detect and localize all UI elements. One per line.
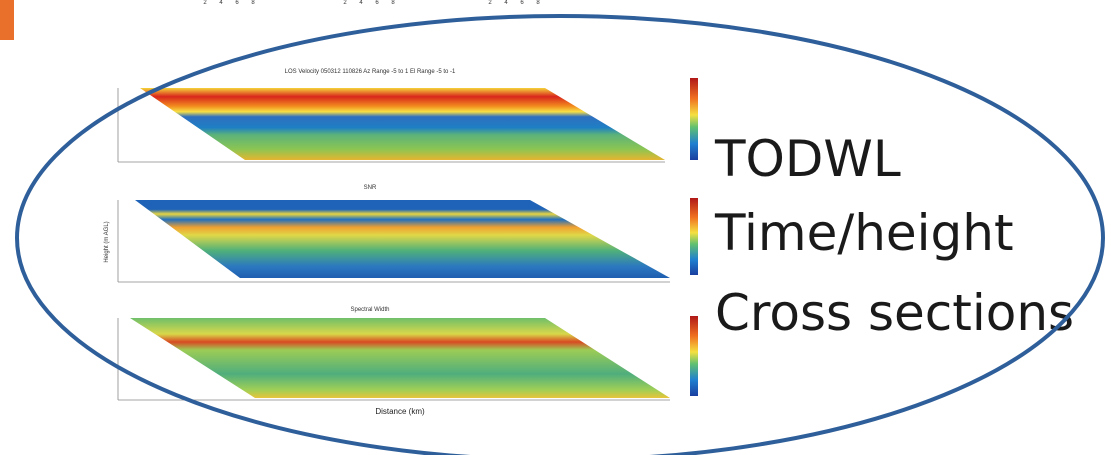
- spectral-width-cross-section: [130, 318, 670, 398]
- highlight-ellipse: [15, 14, 1105, 455]
- axis-fragment: 8: [536, 0, 540, 6]
- axis-fragment: 6: [520, 0, 524, 6]
- panel-title: SNR: [364, 185, 377, 191]
- axis-fragment: 4: [504, 0, 508, 6]
- caption-line: Time/height: [714, 204, 1014, 262]
- axis-fragment: 8: [251, 0, 255, 6]
- axis-fragment: 8: [391, 0, 395, 6]
- axis-fragment: 2: [343, 0, 347, 6]
- panel-title: Spectral Width: [350, 307, 389, 313]
- caption-line: TODWL: [714, 130, 901, 188]
- panel-title: LOS Velocity 050312 110826 Az Range -5 t…: [285, 69, 456, 75]
- velocity-cross-section: [140, 88, 665, 160]
- axis-fragment: 2: [203, 0, 207, 6]
- axis-fragment: 6: [235, 0, 239, 6]
- colorbar: [690, 316, 698, 396]
- snr-cross-section: [135, 200, 670, 278]
- colorbar: [690, 198, 698, 275]
- y-axis-label: Height (m AGL): [104, 221, 110, 262]
- colorbar: [690, 78, 698, 160]
- x-axis-label: Distance (km): [375, 407, 425, 416]
- axis-fragment: 2: [488, 0, 492, 6]
- axis-fragment: 4: [219, 0, 223, 6]
- axis-fragment: 4: [359, 0, 363, 6]
- slide-accent: [0, 0, 14, 40]
- axis-fragment: 6: [375, 0, 379, 6]
- caption-line: Cross sections: [715, 284, 1074, 342]
- top-axis-fragments: 2 4 6 8 2 4 6 8 2 4 6 8: [203, 0, 540, 6]
